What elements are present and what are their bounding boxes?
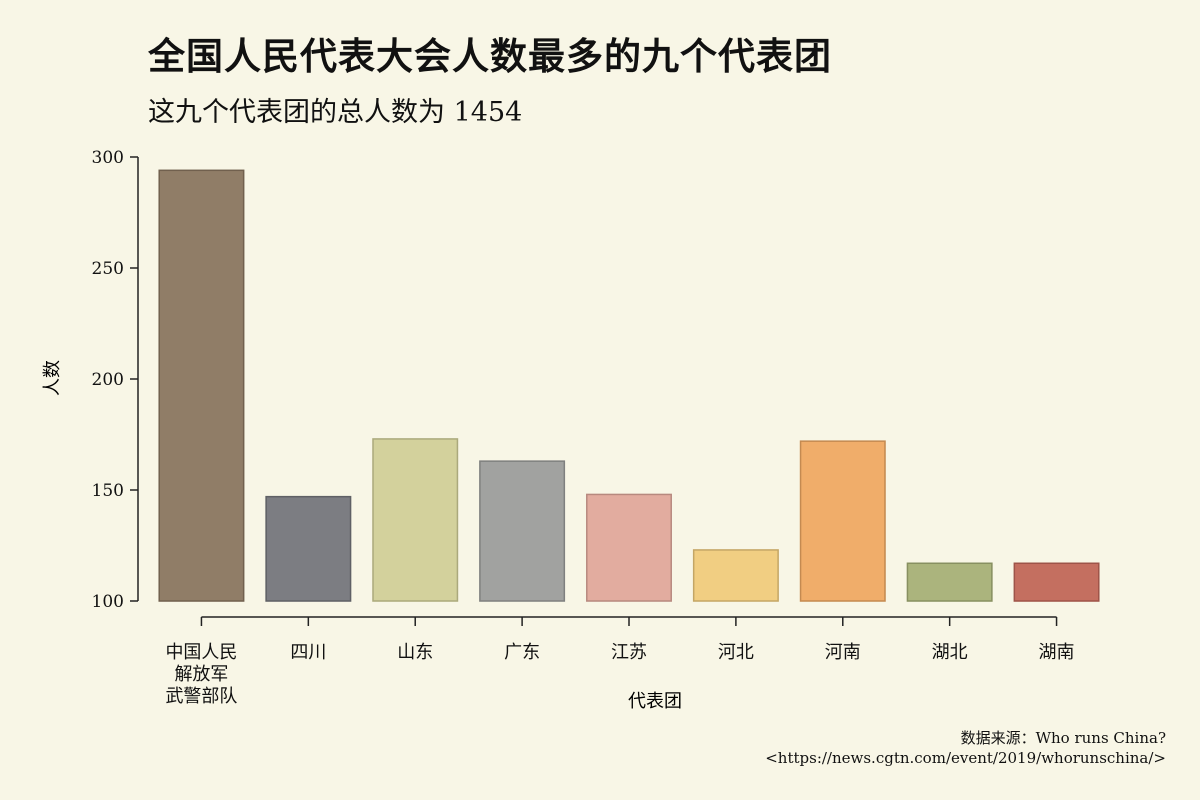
x-tick-label: 中国人民解放军武警部队 <box>165 642 237 707</box>
chart-title: 全国人民代表大会人数最多的九个代表团 <box>148 34 832 78</box>
bar-outline <box>265 495 352 602</box>
y-tick-label: 150 <box>92 481 124 501</box>
x-tick-label: 江苏 <box>611 642 647 663</box>
bar <box>265 495 352 602</box>
chart-subtitle: 这九个代表团的总人数为 1454 <box>148 97 523 128</box>
x-tick-label-line: 河北 <box>718 642 754 663</box>
bar-outline <box>692 549 779 602</box>
bar-outline <box>799 440 886 602</box>
y-tick-label: 300 <box>92 148 124 168</box>
bar-outline <box>158 169 245 602</box>
bar-outline <box>372 438 459 602</box>
bar <box>479 460 566 602</box>
x-tick-label-line: 广东 <box>504 642 540 663</box>
x-tick-label: 广东 <box>504 642 540 663</box>
y-tick-label: 200 <box>92 370 124 390</box>
x-tick-label: 湖南 <box>1039 642 1075 663</box>
x-tick-label: 山东 <box>397 642 433 663</box>
bar <box>372 438 459 602</box>
bar <box>906 562 993 602</box>
bar-outline <box>479 460 566 602</box>
source-line-2: <https://news.cgtn.com/event/2019/whorun… <box>765 749 1166 767</box>
bar <box>799 440 886 602</box>
y-axis-label: 人数 <box>42 360 63 396</box>
x-tick-label-line: 江苏 <box>611 642 647 663</box>
x-tick-label: 湖北 <box>932 642 968 663</box>
x-tick-label-line: 湖北 <box>932 642 968 663</box>
x-tick-label-line: 解放军 <box>174 664 228 685</box>
x-tick-label-line: 武警部队 <box>165 686 237 707</box>
y-tick-label: 250 <box>92 259 124 279</box>
source-caption: 数据来源：Who runs China? <https://news.cgtn.… <box>765 728 1166 768</box>
bar <box>158 169 245 602</box>
y-axis: 100 150 200 250 300 <box>92 148 139 612</box>
bar <box>586 493 672 602</box>
x-tick-label-line: 河南 <box>825 642 861 663</box>
bar-outline <box>1013 562 1100 602</box>
x-tick-label: 四川 <box>290 642 326 663</box>
bars <box>158 169 1100 602</box>
source-line-1: 数据来源：Who runs China? <box>960 729 1166 747</box>
bar-outline <box>586 493 672 602</box>
bar-outline <box>906 562 993 602</box>
x-axis: 中国人民解放军武警部队 四川 山东 广东 江苏 河北 河南 湖北 湖南 <box>165 616 1075 707</box>
bar <box>692 549 779 602</box>
y-tick-label: 100 <box>92 592 124 612</box>
x-tick-label-line: 山东 <box>397 642 433 663</box>
x-tick-label-line: 湖南 <box>1039 642 1075 663</box>
x-axis-label: 代表团 <box>628 691 682 712</box>
x-tick-label-line: 中国人民 <box>165 642 237 663</box>
bar <box>1013 562 1100 602</box>
x-tick-label: 河南 <box>825 642 861 663</box>
x-tick-label-line: 四川 <box>290 642 326 663</box>
x-tick-label: 河北 <box>718 642 754 663</box>
